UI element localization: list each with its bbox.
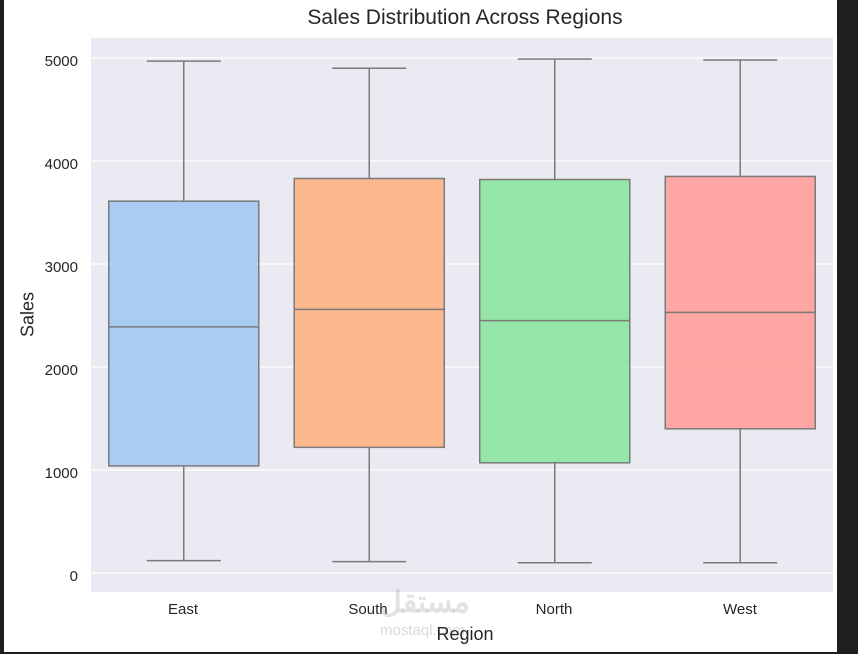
y-tick-3000: 3000 xyxy=(44,259,78,276)
watermark-logo: مستقل xyxy=(380,586,470,619)
x-tick-west: West xyxy=(723,601,757,618)
y-tick-0: 0 xyxy=(69,568,78,585)
box-south xyxy=(293,177,445,449)
x-tick-north: North xyxy=(535,601,573,618)
y-tick-1000: 1000 xyxy=(44,465,78,482)
chart-figure: Sales Distribution Across Regions Sales … xyxy=(4,0,837,652)
watermark-text: mostaql.com xyxy=(380,622,466,639)
box-east xyxy=(108,200,260,467)
chart-title: Sales Distribution Across Regions xyxy=(307,6,623,29)
box-west xyxy=(664,175,816,430)
y-tick-4000: 4000 xyxy=(44,156,78,173)
y-axis-label: Sales xyxy=(17,291,38,338)
y-tick-5000: 5000 xyxy=(44,53,78,70)
x-axis-label: Region xyxy=(436,624,494,644)
y-tick-2000: 2000 xyxy=(44,362,78,379)
x-tick-east: East xyxy=(167,601,198,618)
plot-area xyxy=(91,38,833,592)
x-tick-south: South xyxy=(348,601,388,618)
